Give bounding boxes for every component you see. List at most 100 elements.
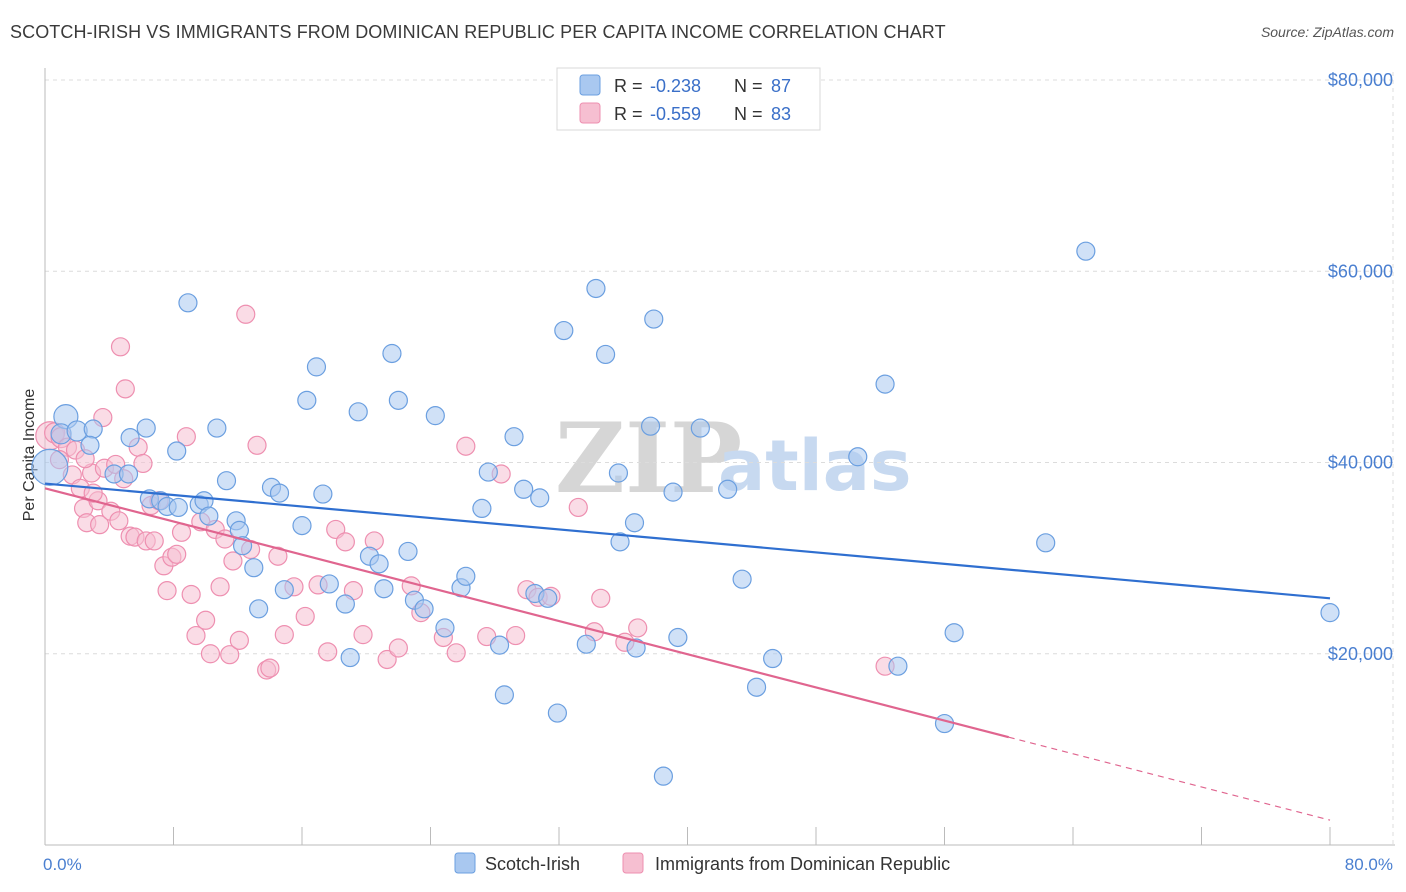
- dominican-point: [144, 531, 164, 551]
- dominican-point: [223, 551, 243, 571]
- x-tick-label: 80.0%: [1345, 855, 1393, 874]
- legend: R = -0.238 N = 87 R = -0.559 N = 83: [556, 67, 821, 131]
- scotch-irish-point: [732, 569, 752, 589]
- scotch-irish-point: [626, 638, 646, 658]
- watermark-atlas: atlas: [718, 425, 912, 507]
- bottom-legend-label: Scotch-Irish: [485, 854, 580, 874]
- scotch-irish-point: [504, 427, 524, 447]
- scotch-irish-point: [249, 599, 269, 619]
- scotch-irish-point: [875, 374, 895, 394]
- scotch-irish-point: [348, 402, 368, 422]
- scotch-irish-point: [1076, 241, 1096, 261]
- legend-r-label: R =: [614, 104, 643, 124]
- scotch-irish-point: [478, 462, 498, 482]
- dominican-point: [295, 606, 315, 627]
- scotch-irish-point: [848, 447, 868, 467]
- scotch-irish-point: [398, 541, 418, 562]
- dominican-point: [247, 435, 267, 455]
- scotch-irish-point: [269, 483, 290, 503]
- legend-n-label: N =: [734, 104, 763, 124]
- dominican-point: [335, 532, 355, 552]
- dominican-point: [220, 645, 240, 665]
- dominican-trendline: [44, 487, 1010, 739]
- scotch-irish-point: [554, 320, 574, 341]
- scotch-irish-point: [369, 554, 389, 574]
- scotch-irish-point: [640, 416, 661, 436]
- scotch-irish-point: [435, 618, 455, 638]
- dominican-point: [90, 515, 110, 535]
- scotch-irish-point: [668, 627, 688, 648]
- bottom-legend-swatch-pink: [622, 852, 644, 874]
- trend-lines: [44, 482, 1331, 821]
- scotch-irish-point: [608, 463, 629, 483]
- dominican-point: [353, 625, 373, 645]
- dominican-point: [167, 544, 187, 564]
- scotch-irish-point: [763, 648, 783, 669]
- legend-r-value: -0.559: [650, 104, 701, 124]
- scotch-irish-point: [718, 479, 738, 499]
- scotch-irish-point: [313, 484, 333, 504]
- bottom-legend: Scotch-Irish Immigrants from Dominican R…: [454, 852, 950, 874]
- scotch-irish-point: [297, 390, 317, 410]
- scotch-irish-point: [610, 532, 630, 552]
- chart-title: SCOTCH-IRISH VS IMMIGRANTS FROM DOMINICA…: [10, 22, 946, 42]
- dominican-point: [377, 649, 397, 670]
- dominican-trendline-extension: [1008, 736, 1331, 821]
- dominican-point: [210, 577, 230, 597]
- scotch-irish-point: [136, 418, 156, 438]
- dominican-point: [157, 581, 177, 601]
- dominican-point: [110, 337, 131, 357]
- scotch-irish-trendline: [44, 482, 1331, 600]
- scotch-irish-point: [690, 418, 710, 438]
- dominican-point: [506, 625, 526, 646]
- scotch-irish-point: [456, 566, 476, 586]
- legend-n-value: 87: [771, 76, 791, 96]
- legend-r-value: -0.238: [650, 76, 701, 96]
- scotch-irish-point: [120, 428, 140, 448]
- scotch-irish-point: [83, 419, 103, 439]
- y-tick-label: $20,000: [1328, 644, 1393, 664]
- scotch-irish-point: [653, 766, 674, 786]
- y-tick-label: $40,000: [1328, 453, 1393, 473]
- scotch-irish-point: [514, 479, 534, 499]
- scotch-irish-point: [888, 656, 908, 676]
- y-tick-label: $80,000: [1328, 70, 1393, 90]
- legend-r-label: R =: [614, 76, 643, 96]
- scotch-irish-point: [494, 685, 514, 705]
- scotch-irish-point: [216, 471, 237, 491]
- bottom-legend-swatch-blue: [454, 852, 476, 874]
- scotch-irish-point: [340, 647, 360, 668]
- scotch-irish-point: [530, 488, 550, 508]
- dominican-point: [388, 638, 408, 658]
- legend-n-value: 83: [771, 104, 791, 124]
- scotch-irish-point: [595, 344, 616, 365]
- scotch-irish-point: [425, 406, 445, 426]
- dominican-point: [133, 453, 153, 474]
- scotch-irish-point: [538, 588, 558, 608]
- scotch-irish-point: [207, 418, 227, 438]
- scotch-irish-point: [472, 498, 492, 518]
- scotch-irish-point: [168, 497, 188, 518]
- dominican-point: [260, 658, 280, 678]
- legend-swatch-blue: [579, 74, 601, 96]
- dominican-point: [181, 584, 201, 605]
- scotch-irish-point: [118, 464, 139, 484]
- dominican-point: [115, 379, 135, 399]
- dominican-point: [236, 304, 256, 324]
- dominican-point: [456, 436, 476, 456]
- dominican-point: [109, 511, 129, 531]
- scotch-irish-point: [746, 677, 767, 697]
- scotch-irish-point: [31, 448, 69, 486]
- scotch-irish-point: [624, 513, 645, 533]
- scotch-irish-point: [382, 343, 402, 364]
- dominican-point: [628, 618, 648, 638]
- scotch-irish-point: [576, 634, 596, 654]
- bottom-legend-label: Immigrants from Dominican Republic: [655, 854, 950, 874]
- dominican-point: [229, 630, 249, 650]
- dominican-point: [591, 588, 611, 608]
- y-tick-label: $60,000: [1328, 261, 1393, 281]
- scotch-irish-point: [306, 357, 327, 377]
- dominican-point: [268, 546, 288, 566]
- scotch-irish-point: [388, 390, 408, 410]
